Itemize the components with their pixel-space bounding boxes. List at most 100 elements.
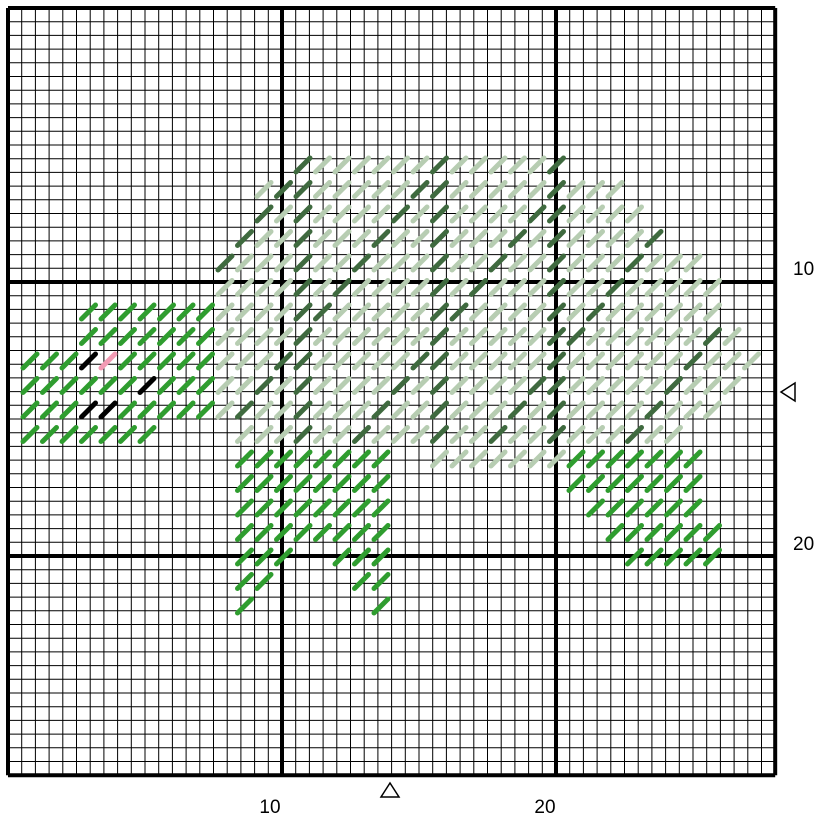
stitch: [605, 523, 625, 542]
stitch: [683, 498, 703, 518]
stitch: [566, 204, 586, 224]
stitch: [664, 278, 683, 297]
stitch: [313, 253, 332, 273]
stitch: [371, 253, 391, 273]
stitch: [274, 376, 293, 395]
stitch: [391, 253, 410, 273]
stitch: [293, 449, 313, 469]
stitch: [508, 327, 527, 346]
stitch: [547, 155, 566, 175]
stitch: [313, 229, 332, 248]
stitch: [254, 425, 274, 444]
stitch: [488, 327, 508, 346]
stitch: [703, 278, 722, 297]
stitch: [40, 400, 59, 420]
stitch: [371, 547, 391, 567]
stitch: [293, 523, 313, 542]
stitch: [430, 204, 449, 224]
stitch: [605, 376, 625, 395]
stitch: [254, 498, 274, 518]
stitch: [254, 400, 274, 420]
stitch: [313, 302, 332, 322]
stitch: [605, 302, 625, 322]
stitch: [235, 253, 254, 273]
stitch: [586, 474, 605, 493]
stitch: [254, 351, 274, 371]
stitch: [79, 351, 98, 371]
stitch: [527, 376, 547, 395]
stitch: [332, 302, 352, 322]
stitch: [59, 351, 79, 371]
stitches: [20, 155, 761, 616]
stitch: [664, 523, 683, 542]
stitch: [664, 253, 683, 273]
stitch: [586, 327, 605, 346]
stitch: [664, 376, 683, 395]
stitch: [547, 400, 566, 420]
stitch: [274, 302, 293, 322]
stitch: [586, 351, 605, 371]
stitch: [254, 253, 274, 273]
stitch: [215, 253, 235, 273]
stitch: [235, 327, 254, 346]
stitch: [40, 376, 59, 395]
stitch: [508, 400, 527, 420]
stitch: [235, 302, 254, 322]
stitch: [703, 351, 722, 371]
stitch: [410, 376, 430, 395]
stitch: [79, 425, 98, 444]
stitch: [625, 204, 644, 224]
stitch: [703, 523, 722, 542]
stitch: [391, 204, 410, 224]
stitch: [488, 351, 508, 371]
stitch: [586, 400, 605, 420]
stitch: [488, 400, 508, 420]
stitch: [664, 425, 683, 444]
stitch: [410, 253, 430, 273]
stitch: [469, 449, 488, 469]
stitch: [313, 425, 332, 444]
stitch: [371, 327, 391, 346]
stitch: [605, 400, 625, 420]
stitch: [118, 425, 137, 444]
stitch: [313, 400, 332, 420]
stitch: [683, 302, 703, 322]
stitch: [586, 204, 605, 224]
stitch: [371, 425, 391, 444]
stitch: [254, 204, 274, 224]
stitch: [332, 400, 352, 420]
stitch: [371, 400, 391, 420]
stitch: [488, 204, 508, 224]
stitch: [235, 229, 254, 248]
stitch: [332, 253, 352, 273]
stitch: [644, 400, 664, 420]
stitch: [664, 327, 683, 346]
stitch: [293, 400, 313, 420]
stitch: [352, 425, 371, 444]
stitch: [274, 425, 293, 444]
stitch: [430, 229, 449, 248]
stitch: [527, 351, 547, 371]
stitch: [391, 327, 410, 346]
stitch: [332, 425, 352, 444]
stitch: [371, 498, 391, 518]
stitch: [137, 327, 157, 346]
stitch: [332, 498, 352, 518]
stitch: [430, 327, 449, 346]
stitch: [254, 327, 274, 346]
stitch: [157, 327, 176, 346]
stitch: [313, 449, 332, 469]
stitch: [274, 351, 293, 371]
stitch: [371, 302, 391, 322]
stitch: [235, 425, 254, 444]
stitch: [469, 204, 488, 224]
stitch: [137, 376, 157, 395]
stitch: [20, 376, 40, 395]
stitch: [644, 498, 664, 518]
stitch: [157, 302, 176, 322]
stitch: [664, 474, 683, 493]
stitch: [371, 278, 391, 297]
stitch: [274, 400, 293, 420]
stitch: [449, 449, 469, 469]
stitch: [644, 547, 664, 567]
